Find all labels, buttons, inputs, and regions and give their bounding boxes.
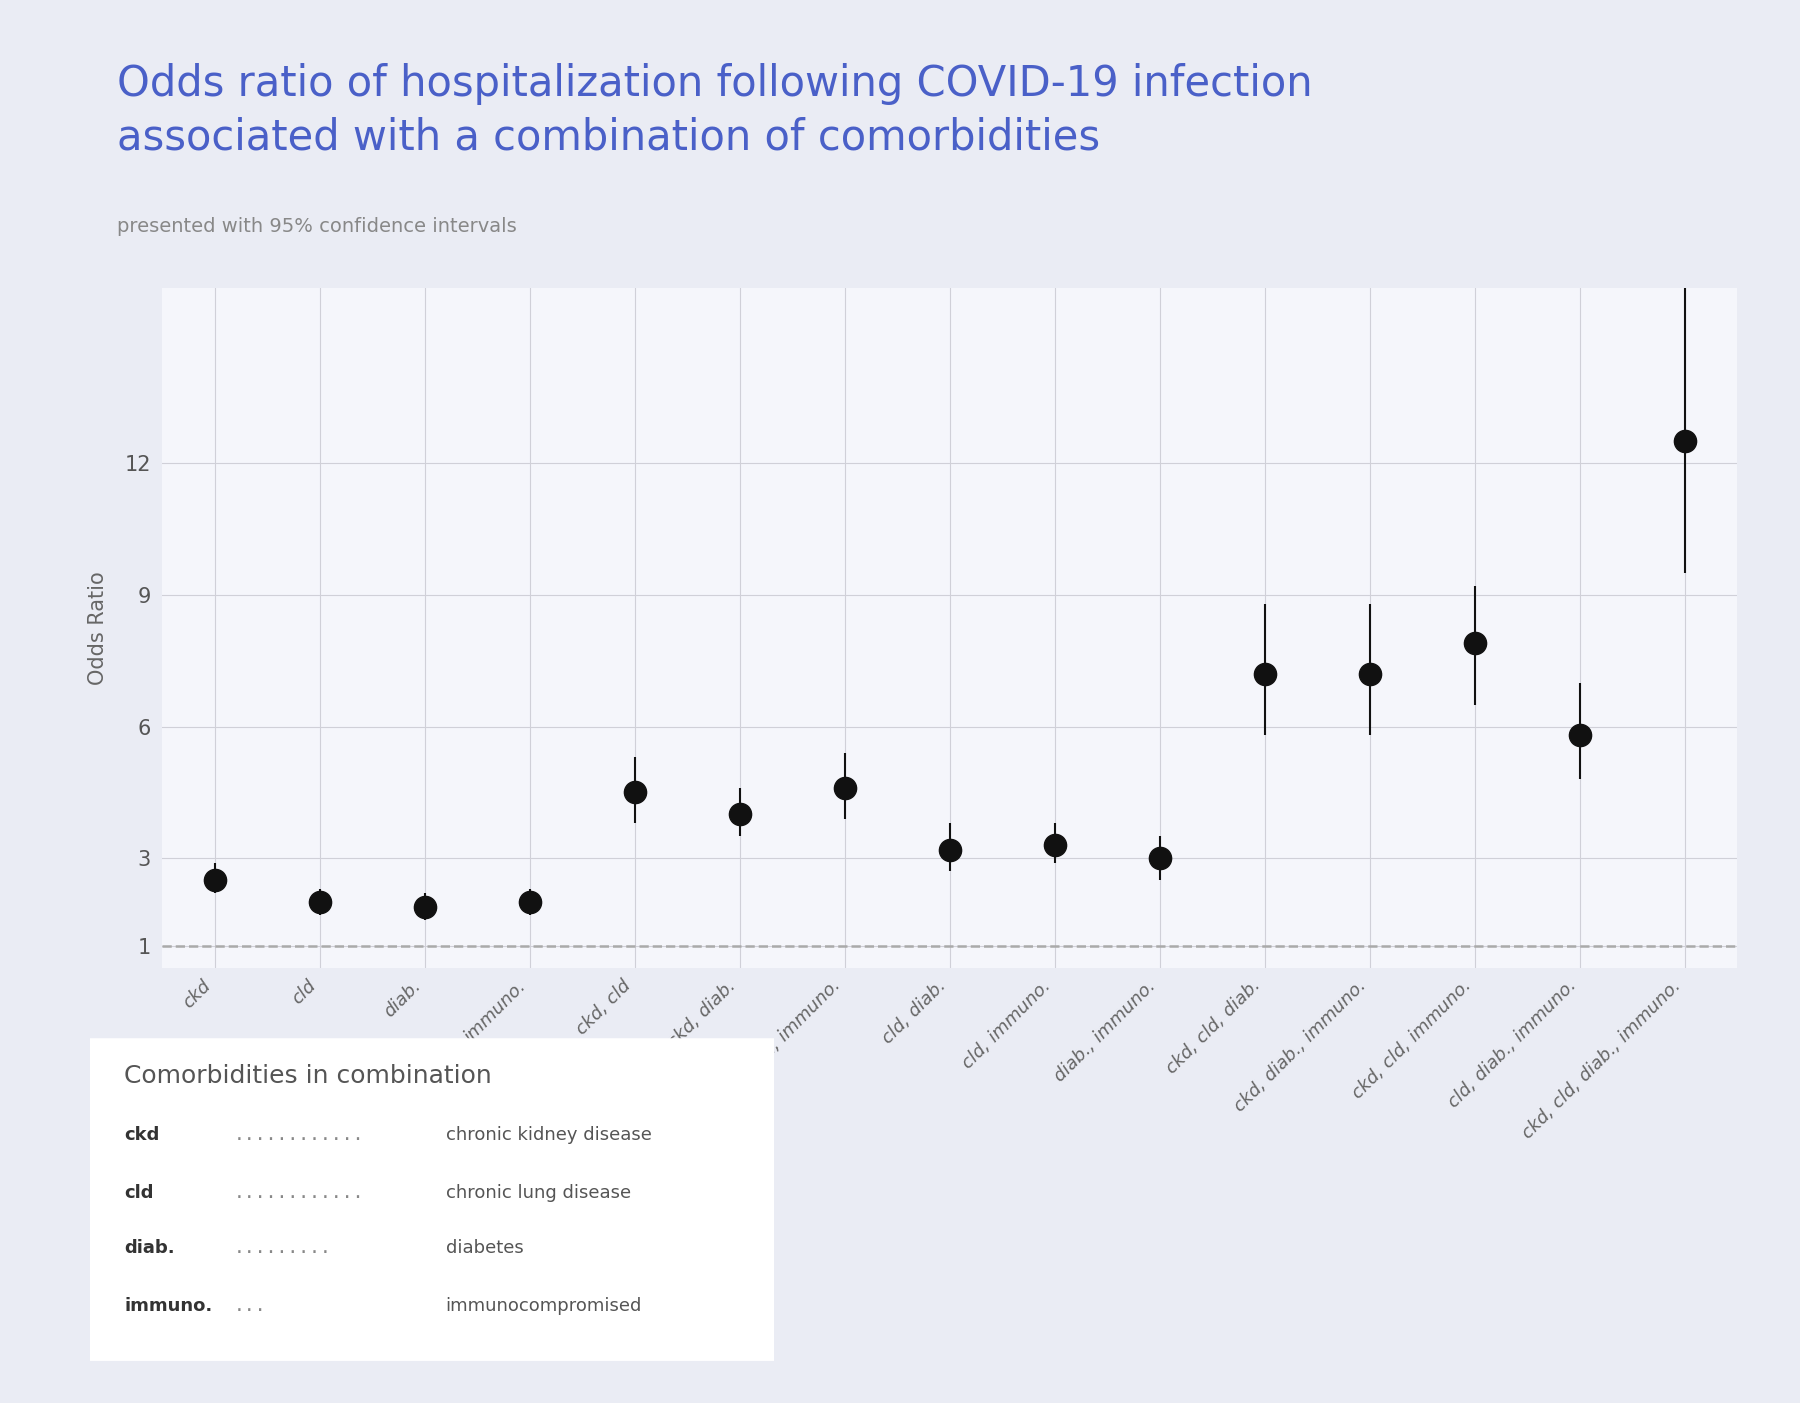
Text: chronic kidney disease: chronic kidney disease [446,1127,652,1143]
Text: immuno.: immuno. [124,1296,212,1315]
Text: presented with 95% confidence intervals: presented with 95% confidence intervals [117,217,517,237]
Text: Comorbidities in combination: Comorbidities in combination [124,1063,491,1089]
Text: cld: cld [124,1184,153,1202]
Text: diab.: diab. [124,1239,175,1257]
Text: immunocompromised: immunocompromised [446,1296,643,1315]
Text: ckd: ckd [124,1127,160,1143]
Text: Odds ratio of hospitalization following COVID-19 infection
associated with a com: Odds ratio of hospitalization following … [117,63,1312,159]
Text: chronic lung disease: chronic lung disease [446,1184,630,1202]
Text: ............: ............ [234,1127,364,1143]
Text: .........: ......... [234,1239,331,1257]
Text: diabetes: diabetes [446,1239,524,1257]
Text: ...: ... [234,1296,266,1315]
Y-axis label: Odds Ratio: Odds Ratio [88,571,108,685]
FancyBboxPatch shape [90,1038,774,1361]
Text: ............: ............ [234,1184,364,1202]
